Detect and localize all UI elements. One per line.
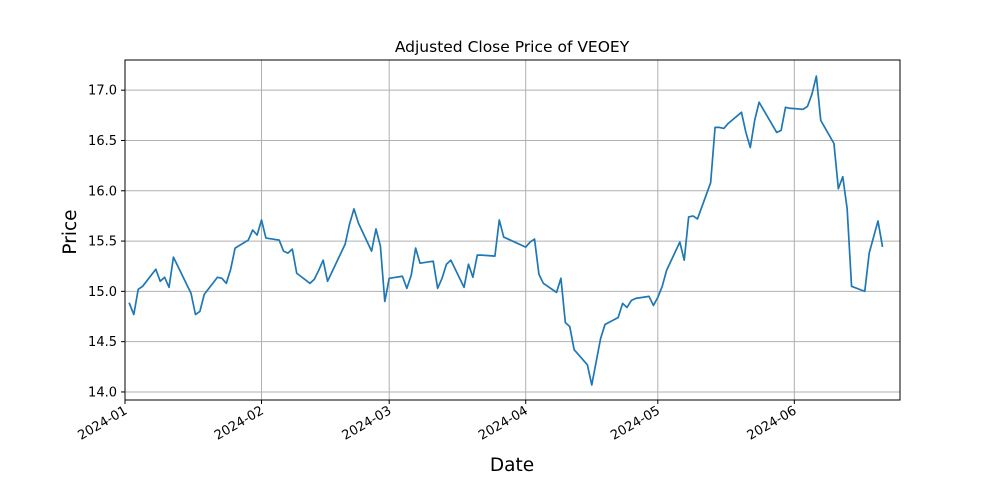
- series-line-0: [128, 75, 884, 386]
- y-tick-label: 17.0: [88, 84, 117, 99]
- y-tick-label: 14.0: [88, 385, 117, 400]
- y-axis-label: Price: [60, 209, 81, 254]
- y-tick-label: 15.0: [88, 285, 117, 300]
- y-tick-label: 16.0: [88, 184, 117, 199]
- y-axis: 14.0 14.5 15.0 15.5 16.0 16.5 17.0: [88, 84, 125, 400]
- x-axis-label: Date: [490, 455, 534, 476]
- axes-frame: [124, 59, 901, 401]
- y-tick-label: 16.5: [88, 134, 117, 149]
- chart-title: Adjusted Close Price of VEOEY: [395, 38, 630, 56]
- series-layer: [128, 75, 884, 386]
- y-tick-label: 14.5: [88, 335, 117, 350]
- y-tick-label: 15.5: [88, 235, 117, 250]
